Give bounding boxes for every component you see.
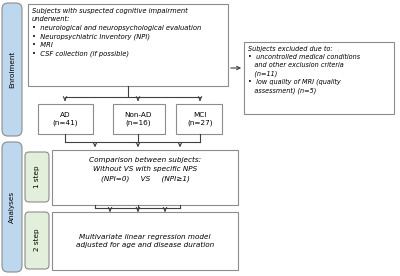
Bar [52,212,238,270]
FancyBboxPatch shape [25,152,49,202]
Text: AD
(n=41): AD (n=41) [52,112,78,126]
Text: Enrolment: Enrolment [9,51,15,87]
Text: Non-AD
(n=16): Non-AD (n=16) [124,112,152,126]
Text: MCI
(n=27): MCI (n=27) [187,112,213,126]
Text: Subjects with suspected cognitive impairment
underwent:
•  neurological and neur: Subjects with suspected cognitive impair… [32,8,201,57]
Bar [52,150,238,205]
Text: (NPI=0)     VS     (NPI≥1): (NPI=0) VS (NPI≥1) [100,175,190,182]
Bar [28,4,228,86]
FancyBboxPatch shape [2,142,22,272]
Bar [176,104,222,134]
FancyBboxPatch shape [25,212,49,269]
FancyBboxPatch shape [2,3,22,136]
Text: Comparison between subjects:: Comparison between subjects: [89,157,201,163]
Text: 2 step: 2 step [34,229,40,251]
Bar [113,104,165,134]
Text: Multivariate linear regression model
adjusted for age and disease duration: Multivariate linear regression model adj… [76,233,214,248]
Bar [38,104,93,134]
Text: 1 step: 1 step [34,166,40,188]
Text: Subjects excluded due to:
•  uncontrolled medical conditions
   and other exclus: Subjects excluded due to: • uncontrolled… [248,46,360,94]
Text: Without VS with specific NPS: Without VS with specific NPS [93,166,197,172]
Text: Analyses: Analyses [9,191,15,223]
Bar [244,42,394,114]
